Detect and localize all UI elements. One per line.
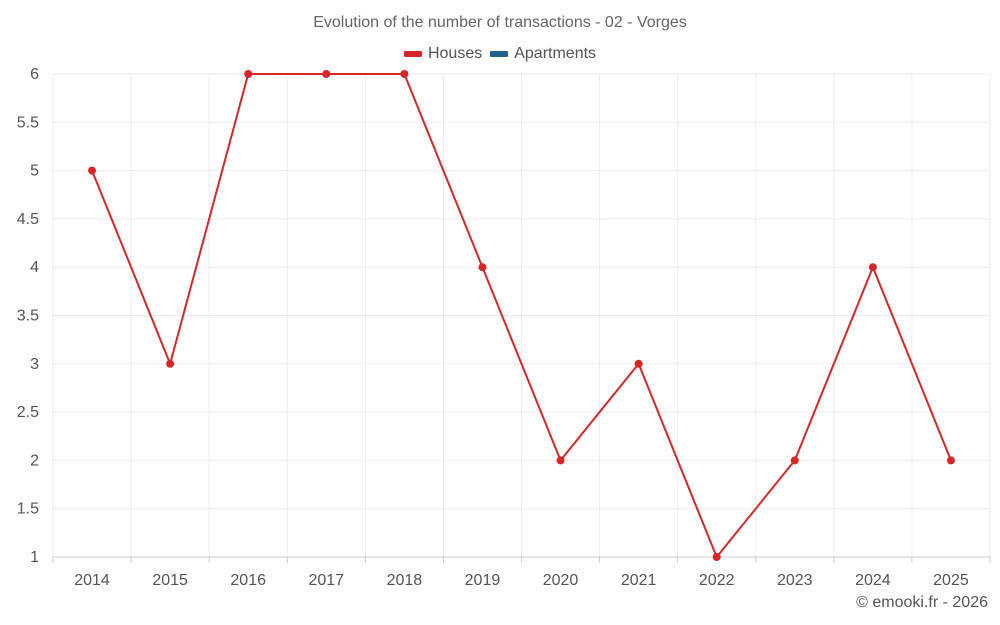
credit-text: © emooki.fr - 2026 bbox=[856, 594, 988, 611]
y-tick-label: 4.5 bbox=[17, 211, 39, 228]
y-tick-label: 2 bbox=[30, 452, 39, 469]
series-line-houses bbox=[91, 73, 952, 558]
data-point-houses bbox=[88, 166, 97, 175]
data-point-houses bbox=[400, 70, 409, 78]
y-tick-label: 2.5 bbox=[17, 404, 39, 421]
legend-item-apartments[interactable]: Apartments bbox=[490, 45, 596, 63]
data-point-houses bbox=[868, 263, 877, 272]
y-tick-label: 5.5 bbox=[17, 114, 39, 131]
y-tick-label: 3.5 bbox=[17, 308, 39, 325]
data-point-houses bbox=[244, 70, 253, 78]
x-tick-label: 2025 bbox=[933, 572, 969, 589]
legend-swatch-houses bbox=[403, 51, 422, 57]
y-tick-label: 1.5 bbox=[17, 501, 39, 518]
data-point-houses bbox=[322, 70, 331, 78]
x-tick-label: 2021 bbox=[621, 572, 657, 589]
y-tick-label: 5 bbox=[30, 163, 39, 180]
y-tick-label: 1 bbox=[30, 549, 39, 566]
x-tick-label: 2014 bbox=[74, 572, 110, 589]
x-tick-label: 2018 bbox=[387, 572, 423, 589]
chart-title: Evolution of the number of transactions … bbox=[313, 14, 687, 31]
y-tick-label: 6 bbox=[30, 66, 39, 83]
x-tick-label: 2020 bbox=[543, 572, 579, 589]
data-point-houses bbox=[166, 359, 175, 368]
data-point-houses bbox=[790, 456, 799, 465]
x-tick-label: 2022 bbox=[699, 572, 735, 589]
data-point-houses bbox=[946, 456, 955, 465]
x-tick-label: 2015 bbox=[152, 572, 188, 589]
y-tick-label: 3 bbox=[30, 356, 39, 373]
x-tick-label: 2016 bbox=[230, 572, 266, 589]
data-point-houses bbox=[634, 359, 643, 368]
data-point-houses bbox=[478, 263, 487, 272]
legend-swatch-apartments bbox=[490, 51, 509, 57]
legend: Houses Apartments bbox=[0, 45, 1000, 63]
y-tick-label: 4 bbox=[30, 259, 39, 276]
x-tick-label: 2017 bbox=[308, 572, 344, 589]
data-point-houses bbox=[556, 456, 565, 465]
x-tick-label: 2024 bbox=[855, 572, 891, 589]
legend-item-houses[interactable]: Houses bbox=[403, 45, 483, 63]
x-tick-label: 2019 bbox=[465, 572, 501, 589]
x-tick-label: 2023 bbox=[777, 572, 813, 589]
legend-label-houses: Houses bbox=[427, 45, 483, 62]
legend-label-apartments: Apartments bbox=[514, 45, 597, 62]
data-point-houses bbox=[712, 553, 721, 561]
